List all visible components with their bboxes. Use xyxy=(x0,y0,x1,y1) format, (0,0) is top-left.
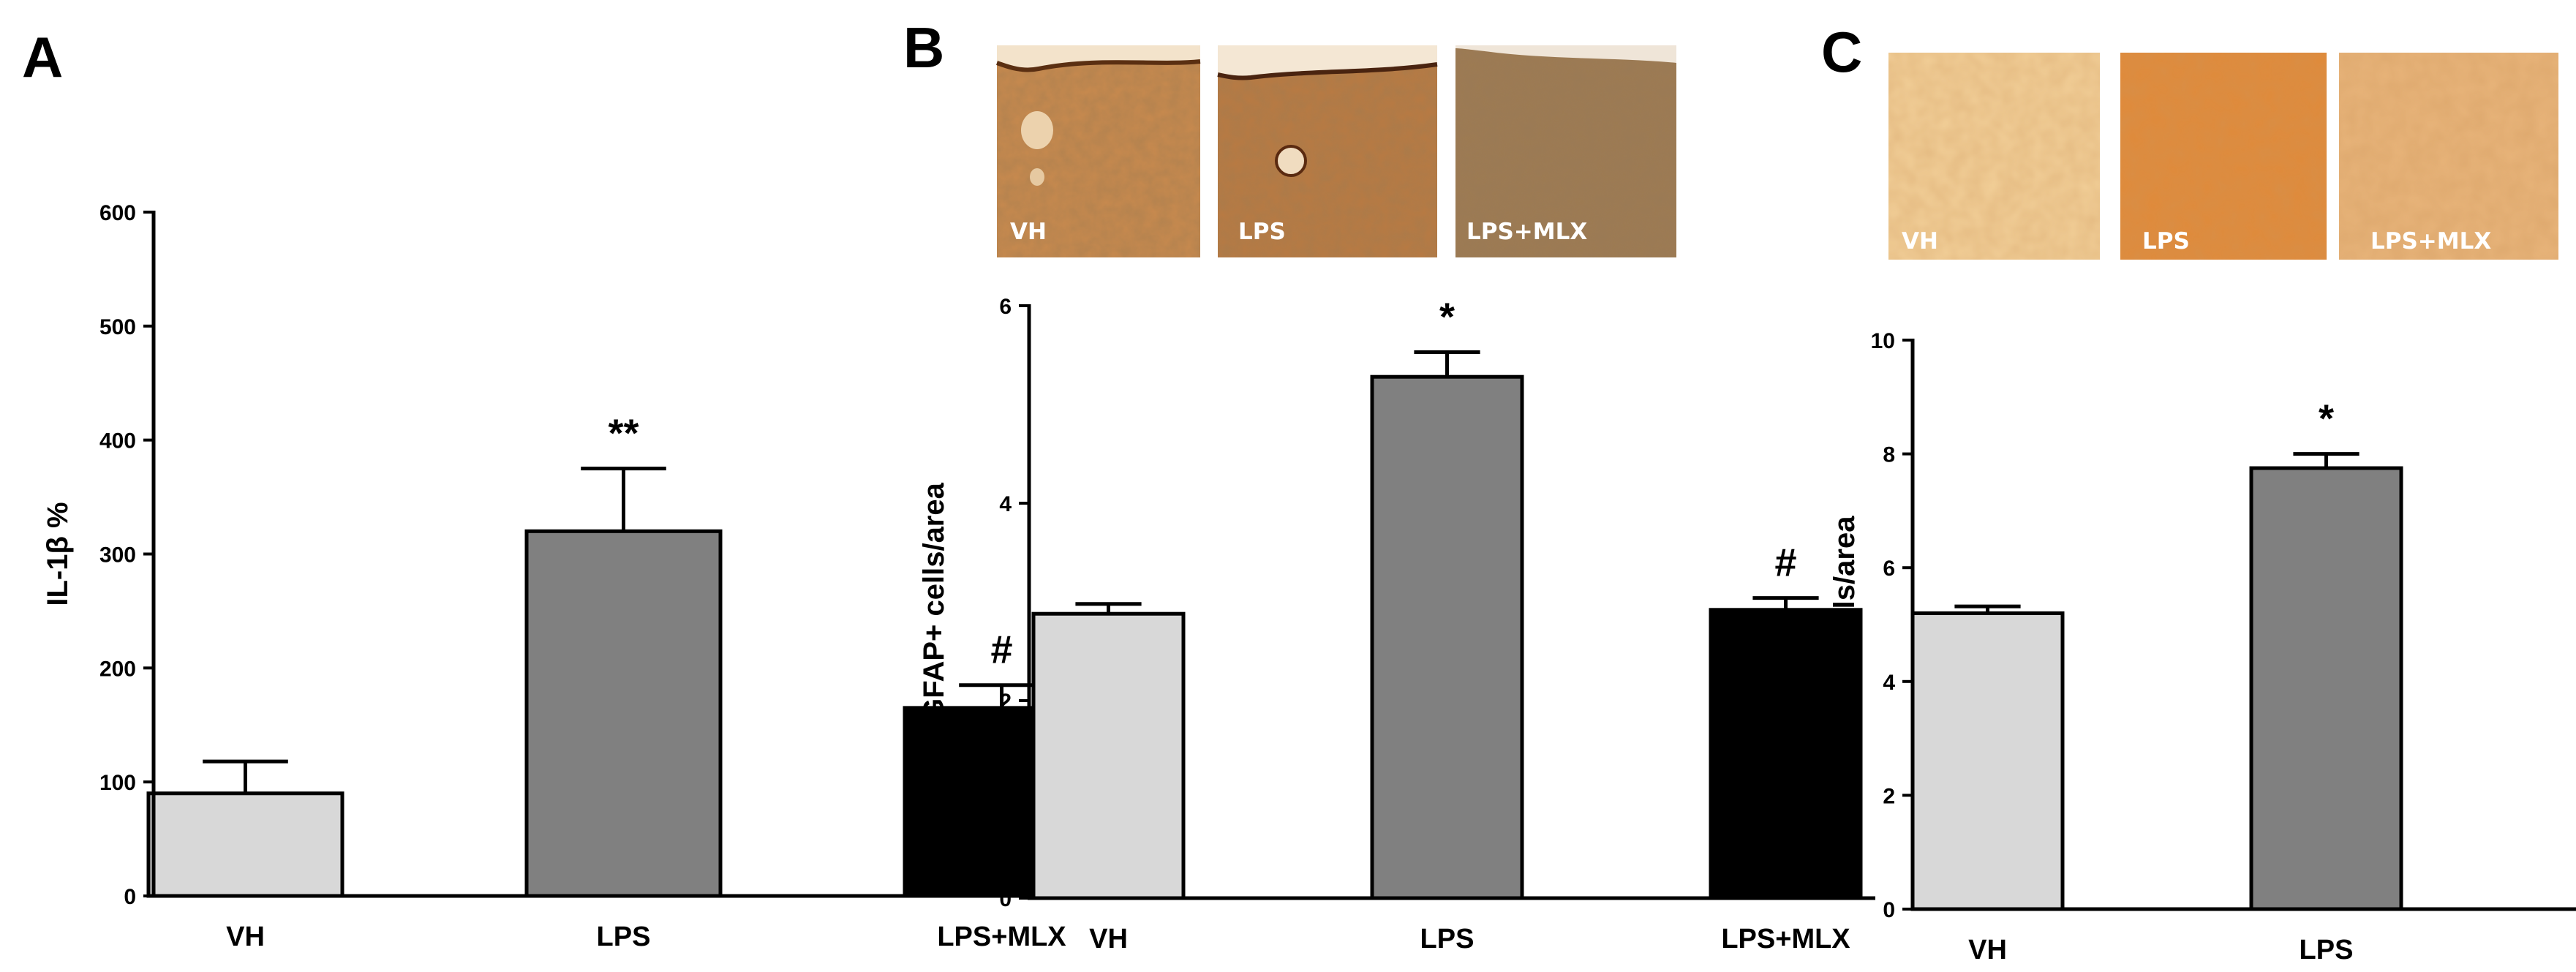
micrographs-b: VH LPS LPS+MLX xyxy=(996,45,1676,257)
micrograph-c-lps: LPS xyxy=(2120,53,2327,260)
panel-letter-a: A xyxy=(22,25,63,89)
chart-c-y-axis-label: Iba1+ cells/area xyxy=(1829,516,1861,734)
micrograph-c-vh-label: VH xyxy=(1902,228,1938,255)
chart-c-significance-1: * xyxy=(2319,397,2334,441)
micrograph-b-lps: LPS xyxy=(1217,45,1438,257)
chart-a-ytick-label-3: 300 xyxy=(99,543,136,568)
chart-b-significance-2: # xyxy=(1774,541,1796,585)
panel-letter-c: C xyxy=(1821,20,1862,84)
chart-a-y-axis-label: IL-1β % xyxy=(42,502,74,606)
chart-a-bar-1 xyxy=(524,529,723,898)
chart-b-category-label-0: VH xyxy=(1089,924,1128,954)
micrograph-b-vh-label: VH xyxy=(1010,219,1047,245)
panel-letter-b: B xyxy=(903,15,944,80)
chart-c-bar-1 xyxy=(2249,466,2403,911)
chart-b-category-label-1: LPS xyxy=(1420,924,1475,954)
chart-a-significance-2: # xyxy=(990,628,1012,672)
chart-b-bar-1 xyxy=(1370,374,1524,900)
chart-a-category-label-2: LPS+MLX xyxy=(937,922,1066,952)
chart-b-errorbar-0 xyxy=(1075,602,1142,614)
micrograph-b-lpsmlx-label: LPS+MLX xyxy=(1466,219,1587,245)
chart-a-ytick-label-6: 600 xyxy=(99,201,136,225)
micrograph-c-lpsmlx: LPS+MLX xyxy=(2339,53,2558,260)
chart-b: VH * LPS # LPS+MLX 0 2 4 6 GFAP+ cells/area xyxy=(918,295,1875,954)
chart-a-ytick-label-1: 100 xyxy=(99,771,136,795)
chart-b-y-axis-label: GFAP+ cells/area xyxy=(918,482,950,721)
chart-a-ytick-label-4: 400 xyxy=(99,429,136,453)
chart-c-bar-0 xyxy=(1910,611,2065,911)
chart-c-category-label-0: VH xyxy=(1968,935,2007,965)
chart-a-errorbar-0 xyxy=(203,759,288,794)
chart-c-errorbar-0 xyxy=(1954,604,2021,614)
chart-b-ytick-label-2: 4 xyxy=(999,492,1012,516)
chart-b-ytick-label-3: 6 xyxy=(999,295,1012,319)
chart-c-ytick-label-5: 10 xyxy=(1871,329,1895,353)
micrograph-b-lps-label: LPS xyxy=(1238,219,1286,245)
micrograph-b-lpsmlx: LPS+MLX xyxy=(1455,45,1676,257)
chart-c: VH*LPS*LPS+MLX0246810Iba1+ cells/area xyxy=(1829,329,2576,965)
chart-b-ytick-label-1: 2 xyxy=(999,690,1012,714)
chart-a-category-label-1: LPS xyxy=(597,922,651,952)
chart-a-category-label-0: VH xyxy=(226,922,265,952)
chart-a-ytick-label-2: 200 xyxy=(99,657,136,681)
chart-c-ytick-label-3: 6 xyxy=(1883,557,1895,581)
chart-c-ytick-label-0: 0 xyxy=(1883,898,1895,922)
chart-c-category-label-1: LPS xyxy=(2300,935,2354,965)
chart-c-ytick-label-4: 8 xyxy=(1883,443,1895,467)
chart-b-category-label-2: LPS+MLX xyxy=(1721,924,1850,954)
chart-a-ytick-label-0: 0 xyxy=(124,885,136,909)
micrograph-c-vh: VH xyxy=(1888,53,2100,260)
chart-a-ytick-label-5: 500 xyxy=(99,315,136,339)
micrograph-b-vh: VH xyxy=(996,45,1201,257)
micrographs-c: VH LPS LPS+MLX xyxy=(1888,53,2558,260)
chart-c-errorbar-1 xyxy=(2293,452,2360,469)
micrograph-c-lps-label: LPS xyxy=(2142,228,2190,255)
chart-b-errorbar-1 xyxy=(1414,350,1480,377)
chart-b-bar-0 xyxy=(1031,611,1186,900)
chart-c-ytick-label-2: 4 xyxy=(1883,671,1895,695)
chart-b-ytick-label-0: 0 xyxy=(999,887,1012,911)
chart-a-significance-1: ** xyxy=(608,412,639,456)
chart-c-ytick-label-1: 2 xyxy=(1883,784,1895,808)
chart-b-errorbar-2 xyxy=(1752,596,1819,610)
chart-a: VH ** LPS # LPS+MLX 0 100 200 300 400 500 600 IL-1β … xyxy=(42,201,1113,952)
chart-a-errorbar-1 xyxy=(581,467,666,532)
chart-b-significance-1: * xyxy=(1439,295,1455,339)
micrograph-c-lpsmlx-label: LPS+MLX xyxy=(2370,228,2491,255)
chart-a-bar-0 xyxy=(146,791,344,898)
chart-b-bar-2 xyxy=(1709,608,1863,900)
